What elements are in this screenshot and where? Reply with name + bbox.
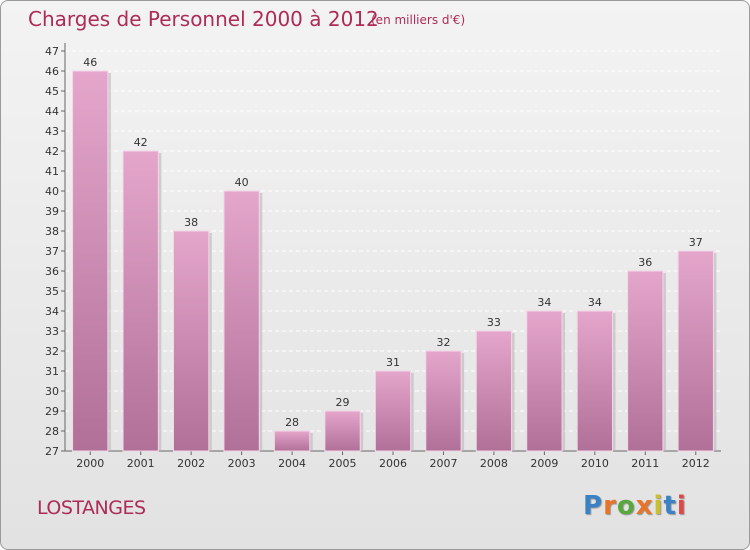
x-tick-label: 2010 xyxy=(581,457,609,470)
x-tick-label: 2007 xyxy=(429,457,457,470)
x-tick-label: 2012 xyxy=(682,457,710,470)
bar-2006[interactable] xyxy=(374,370,412,452)
bar-2002[interactable] xyxy=(172,230,210,452)
x-tick-label: 2003 xyxy=(228,457,256,470)
y-tick-label: 30 xyxy=(45,385,59,398)
y-tick-label: 29 xyxy=(45,405,59,418)
data-label: 28 xyxy=(285,416,299,429)
data-label: 46 xyxy=(83,56,97,69)
proxiti-logo[interactable]: Proxiti xyxy=(583,491,687,521)
logo-letter: t xyxy=(663,491,677,521)
logo-letter: i xyxy=(676,491,687,521)
bar-2008[interactable] xyxy=(475,330,513,452)
chart-title: Charges de Personnel 2000 à 2012 xyxy=(28,7,379,31)
x-tick-label: 2006 xyxy=(379,457,407,470)
y-tick-label: 34 xyxy=(45,305,59,318)
logo-letter: x xyxy=(635,491,654,521)
x-tick-label: 2002 xyxy=(177,457,205,470)
data-label: 31 xyxy=(386,356,400,369)
y-tick-label: 42 xyxy=(45,145,59,158)
data-label: 37 xyxy=(689,236,703,249)
data-label: 36 xyxy=(638,256,652,269)
chart-subtitle: (en milliers d'€) xyxy=(371,13,466,27)
label-layer: 46 2000 42 2001 38 2002 40 2003 28 2004 29 2005 31 20… xyxy=(76,56,710,470)
x-tick-label: 2009 xyxy=(530,457,558,470)
y-tick-label: 33 xyxy=(45,325,59,338)
data-label: 40 xyxy=(235,176,249,189)
logo-letter: o xyxy=(616,491,636,521)
bar-layer xyxy=(72,70,717,452)
bar-2010[interactable] xyxy=(576,310,614,452)
data-label: 42 xyxy=(134,136,148,149)
logo-letter: r xyxy=(603,491,617,521)
y-tick-label: 46 xyxy=(45,65,59,78)
y-tick-label: 35 xyxy=(45,285,59,298)
y-tick-label: 32 xyxy=(45,345,59,358)
x-tick-label: 2004 xyxy=(278,457,306,470)
logo-letter: P xyxy=(583,491,604,521)
bar-2012[interactable] xyxy=(677,250,714,452)
y-tick-label: 41 xyxy=(45,165,59,178)
y-tick-label: 27 xyxy=(45,445,59,458)
y-tick-label: 44 xyxy=(45,105,59,118)
y-tick-label: 31 xyxy=(45,365,59,378)
y-tick-label: 38 xyxy=(45,225,59,238)
logo-letter: i xyxy=(653,491,664,521)
y-tick-label: 37 xyxy=(45,245,59,258)
y-tick-label: 28 xyxy=(45,425,59,438)
x-tick-label: 2000 xyxy=(76,457,104,470)
bar-2011[interactable] xyxy=(627,270,664,452)
x-tick-label: 2011 xyxy=(631,457,659,470)
axis-layer: 27 28 29 30 31 32 33 34 35 36 37 38 39 40 41 42 43 44 45 46… xyxy=(45,43,721,458)
bar-2004[interactable] xyxy=(273,430,311,452)
x-tick-label: 2001 xyxy=(127,457,155,470)
bar-2005[interactable] xyxy=(324,410,361,452)
x-tick-label: 2005 xyxy=(329,457,357,470)
bar-2001[interactable] xyxy=(122,150,159,452)
y-tick-label: 45 xyxy=(45,85,59,98)
y-tick-label: 43 xyxy=(45,125,59,138)
data-label: 33 xyxy=(487,316,501,329)
data-label: 29 xyxy=(336,396,350,409)
y-tick-label: 47 xyxy=(45,45,59,58)
y-tick-label: 40 xyxy=(45,185,59,198)
bar-2003[interactable] xyxy=(223,190,260,452)
bar-2000[interactable] xyxy=(72,70,109,452)
data-label: 34 xyxy=(588,296,602,309)
bar-2007[interactable] xyxy=(425,350,462,452)
data-label: 32 xyxy=(436,336,450,349)
y-tick-label: 39 xyxy=(45,205,59,218)
y-tick-label: 36 xyxy=(45,265,59,278)
data-label: 34 xyxy=(537,296,551,309)
commune-name: LOSTANGES xyxy=(37,497,146,519)
x-tick-label: 2008 xyxy=(480,457,508,470)
bar-2009[interactable] xyxy=(526,310,563,452)
data-label: 38 xyxy=(184,216,198,229)
